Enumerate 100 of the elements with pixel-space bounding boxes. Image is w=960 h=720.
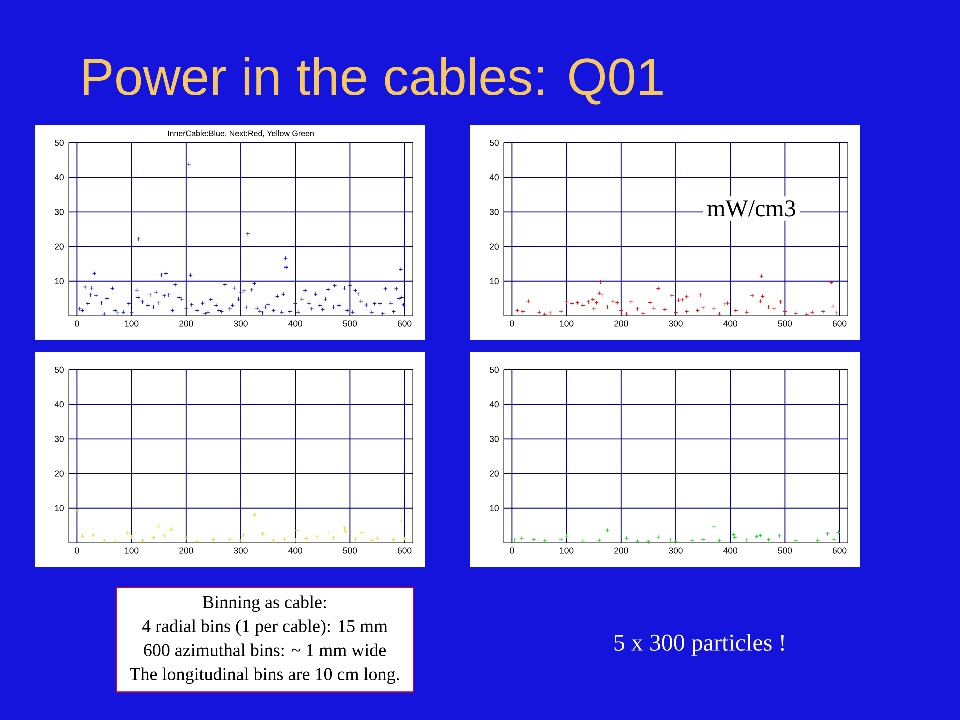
text: 600 azimuthal bins: ~ 1 mm wide [144,644,386,657]
text: Binning as cable: [203,596,326,612]
point [680,298,685,302]
y-tick-label: 50 [55,366,64,374]
point [810,310,815,315]
point [400,518,404,524]
point [162,534,167,538]
x-tick-label: 200 [614,548,628,554]
chart-title: Power in the cables: Q01 [84,57,663,105]
x-tick-label: 0 [510,320,514,327]
text: The longitudinal bins are 10 cm long. [130,668,400,684]
y-tick-label: 20 [55,470,64,477]
x-tick-label: 400 [288,548,302,554]
point [734,308,738,313]
point [238,538,244,544]
point [662,308,668,312]
point [701,306,706,310]
x-tick-label: 300 [669,320,683,327]
x-tick-label: 100 [560,320,574,327]
y-tick-label: 40 [54,402,64,408]
point [758,299,763,304]
y-tick-label: 10 [55,505,64,512]
point [690,538,695,543]
point [760,274,764,279]
y-tick-label: 30 [490,436,499,442]
point [370,538,374,544]
point [670,294,674,298]
point [542,538,548,544]
y-tick-label: 30 [490,209,499,216]
text: 4 radial bins (1 per cable): 15 mm [142,620,388,636]
point [772,306,776,312]
point [816,538,820,543]
point [834,311,840,316]
y-tick-label: 30 [54,436,64,442]
y-tick-label: 20 [490,470,499,477]
point [698,293,703,298]
point [360,530,364,536]
x-tick-label: 500 [343,548,358,554]
point [315,534,320,540]
point [542,312,548,317]
point [260,532,266,536]
point [744,538,750,542]
point [712,306,716,312]
point [744,310,750,315]
chart-subtitle: InnerCable:Blue, Next:Red, Yellow Green [168,130,314,138]
x-tick-label: 500 [778,548,792,554]
x-tick-label: 100 [560,548,574,554]
point [597,291,602,296]
point [537,310,542,315]
x-tick-label: 500 [778,320,792,327]
y-tick-label: 40 [490,402,499,408]
point [646,540,651,544]
point [375,536,380,541]
y-tick-label: 30 [54,209,64,216]
x-tick-label: 600 [833,548,847,554]
point [804,312,810,317]
point [668,538,673,542]
point [520,536,524,541]
x-tick-label: 200 [180,320,194,327]
y-tick-label: 40 [490,174,499,181]
point [615,300,620,306]
x-tick-label: 600 [398,320,412,327]
y-tick-label: 50 [490,366,499,374]
y-tick-label: 20 [55,244,64,250]
point [91,533,96,538]
point [750,294,755,298]
point [169,527,174,532]
point [598,280,603,284]
y-tick-label: 40 [54,174,64,181]
point [656,535,661,540]
point [684,294,690,300]
point [102,538,107,544]
x-tick-label: 0 [75,320,80,327]
y-tick-label: 50 [490,140,499,146]
x-tick-label: 500 [343,320,358,327]
point [532,538,536,542]
y-tick-label: 50 [55,140,64,146]
point [126,530,130,536]
x-tick-label: 300 [234,548,248,554]
point [559,537,564,542]
x-tick-label: 300 [234,320,248,327]
point [559,309,564,314]
point [832,537,837,542]
point [624,536,630,541]
point [344,529,348,534]
x-tick-label: 600 [398,548,412,554]
point [242,532,246,538]
point [778,534,782,538]
point [712,524,716,530]
x-tick-label: 300 [669,548,683,554]
point [826,532,830,536]
y-tick-label: 10 [490,278,499,284]
y-tick-label: 10 [490,505,499,512]
point [656,286,661,291]
point [674,540,678,544]
x-tick-label: 0 [75,548,80,554]
x-tick-label: 200 [180,548,194,554]
annotation: mW/cm3 [708,200,796,217]
x-tick-label: 600 [833,320,847,327]
x-tick-label: 100 [125,320,139,327]
